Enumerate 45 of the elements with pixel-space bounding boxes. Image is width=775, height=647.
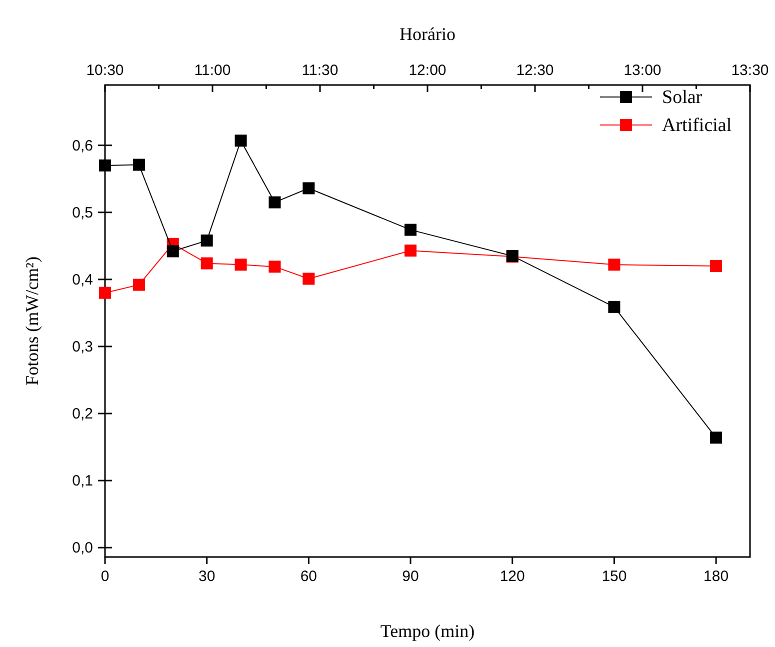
x-axis-title: Tempo (min) [380, 621, 475, 641]
y-axis-title: Fotons (mW/cm²) [22, 256, 42, 386]
point [268, 260, 281, 273]
x2-tick-label: 11:30 [302, 62, 338, 79]
y-tick-label: 0,2 [72, 406, 93, 423]
point [200, 257, 213, 270]
point [302, 182, 315, 194]
point [302, 272, 315, 285]
x-tick-label: 120 [500, 568, 525, 585]
x2-tick-label: 10:30 [86, 62, 124, 79]
legend-label: Solar [662, 87, 703, 108]
point [608, 300, 620, 313]
point [132, 158, 145, 171]
point [99, 159, 111, 172]
x2-tick-label: 12:30 [516, 62, 554, 79]
point [234, 134, 247, 147]
point [132, 278, 145, 291]
x-tick-label: 60 [300, 568, 318, 585]
point [710, 432, 722, 444]
point [710, 260, 722, 272]
y-tick-label: 0,5 [72, 204, 93, 222]
x-tick-label: 180 [704, 568, 729, 585]
y-tick-label: 0,6 [72, 137, 93, 154]
x-tick-label: 90 [402, 568, 419, 585]
x2-axis-title: Horário [400, 24, 456, 44]
x-tick-label: 30 [198, 568, 216, 585]
y-tick-label: 0,1 [72, 472, 93, 490]
x-tick-label: 150 [602, 568, 627, 585]
y-tick-label: 0,3 [72, 338, 93, 356]
legend-label: Artificial [662, 115, 732, 136]
y-tick-label: 0,0 [72, 540, 93, 557]
point [404, 244, 417, 257]
x2-tick-label: 12:00 [408, 62, 446, 79]
point [99, 286, 111, 299]
x-tick-label: 0 [100, 568, 110, 585]
x2-tick-label: 11:00 [194, 62, 231, 79]
x2-tick-label: 13:30 [731, 62, 769, 79]
point [404, 224, 417, 236]
point [234, 258, 247, 271]
point [268, 196, 281, 208]
point [166, 245, 179, 258]
point [608, 258, 620, 271]
x2-tick-label: 13:00 [624, 62, 662, 79]
point [200, 234, 213, 247]
y-tick-label: 0,4 [72, 271, 93, 288]
